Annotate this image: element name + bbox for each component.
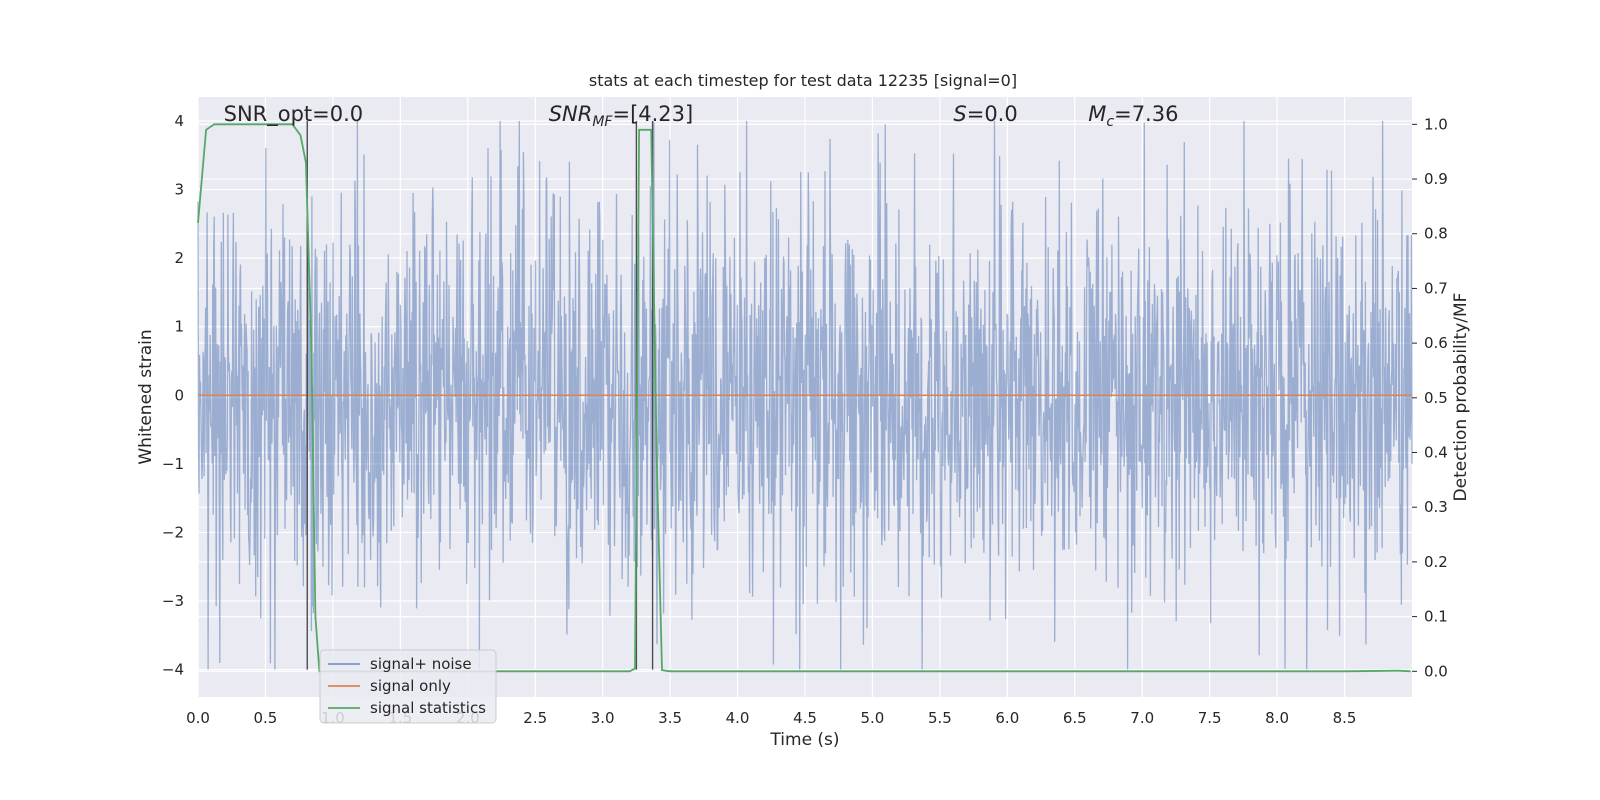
y-right-tick-label: 0.1: [1424, 608, 1448, 626]
y-right-axis-ticks: 1.0 0.9 0.8 0.7 0.6 0.5 0.4 0.3 0.2 0.1 0.0: [1412, 115, 1448, 680]
y-axis-label: Whitened strain: [136, 329, 156, 464]
y-right-tick-label: 1.0: [1424, 115, 1448, 133]
annotation-label: S=0.0: [953, 102, 1017, 126]
series-signal-noise: [197, 120, 1413, 670]
x-tick-label: 7.0: [1130, 709, 1154, 727]
x-tick-label: 8.0: [1265, 709, 1289, 727]
legend-label: signal statistics: [370, 699, 486, 717]
y-tick-label: −4: [162, 661, 184, 679]
annotation-value: =0.0: [967, 102, 1018, 126]
y-tick-label: −2: [162, 523, 184, 541]
y-right-tick-label: 0.4: [1424, 444, 1448, 462]
legend: signal+ noise signal only signal statistic…: [319, 649, 497, 724]
annotation-label: SNRMF=[4.23]: [549, 102, 694, 130]
x-tick-label: 7.5: [1198, 709, 1222, 727]
x-tick-label: 2.5: [523, 709, 547, 727]
legend-box: [319, 649, 497, 724]
y-tick-label: 1: [174, 318, 184, 336]
x-tick-label: 8.5: [1333, 709, 1357, 727]
x-tick-label: 5.0: [861, 709, 885, 727]
legend-label: signal+ noise: [370, 655, 472, 673]
x-tick-label: 4.0: [726, 709, 750, 727]
x-tick-label: 0.0: [186, 709, 210, 727]
annotation-main: SNR_opt=0.0: [224, 102, 364, 127]
x-tick-label: 4.5: [793, 709, 817, 727]
annotation-label: SNR_opt=0.0: [224, 102, 364, 127]
annotation-value: =[4.23]: [612, 102, 693, 126]
y-tick-label: 2: [174, 249, 184, 267]
annotations: SNR_opt=0.0 SNRMF=[4.23] S=0.0 Mc=7.36: [224, 102, 1179, 130]
annotation-label: Mc=7.36: [1088, 102, 1178, 130]
y-tick-label: −3: [162, 592, 184, 610]
y-right-axis-label: Detection probability/MF: [1451, 293, 1471, 502]
y-tick-label: 3: [174, 181, 184, 199]
chart-title: stats at each timestep for test data 122…: [589, 71, 1017, 90]
legend-label: signal only: [370, 677, 451, 695]
y-tick-label: 4: [174, 112, 184, 130]
annotation-sub: c: [1106, 114, 1114, 130]
x-tick-label: 3.5: [658, 709, 682, 727]
y-tick-label: 0: [174, 386, 184, 404]
y-right-tick-label: 0.8: [1424, 225, 1448, 243]
x-tick-label: 3.0: [591, 709, 615, 727]
annotation-value: =7.36: [1114, 102, 1178, 126]
signal-statistics-line: [197, 123, 1411, 673]
annotation-main: S: [953, 102, 966, 126]
x-axis-label: Time (s): [769, 730, 839, 750]
annotation-main: SNR: [549, 102, 593, 126]
x-tick-label: 6.0: [995, 709, 1019, 727]
y-right-tick-label: 0.2: [1424, 553, 1448, 571]
x-tick-label: 6.5: [1063, 709, 1087, 727]
y-right-tick-label: 0.7: [1424, 279, 1448, 297]
y-right-tick-label: 0.9: [1424, 170, 1448, 188]
y-tick-label: −1: [162, 455, 184, 473]
y-right-tick-label: 0.0: [1424, 662, 1448, 680]
annotation-main: M: [1088, 102, 1106, 126]
y-right-tick-label: 0.3: [1424, 498, 1448, 516]
y-right-tick-label: 0.6: [1424, 334, 1448, 352]
signal-noise-line: [197, 120, 1413, 670]
x-tick-label: 5.5: [928, 709, 952, 727]
annotation-sub: MF: [592, 114, 613, 130]
series-signal-statistics: [197, 123, 1411, 673]
x-tick-label: 0.5: [254, 709, 278, 727]
y-right-tick-label: 0.5: [1424, 389, 1448, 407]
y-axis-ticks: 4 3 2 1 0 −1 −2 −3 −4: [162, 112, 184, 679]
